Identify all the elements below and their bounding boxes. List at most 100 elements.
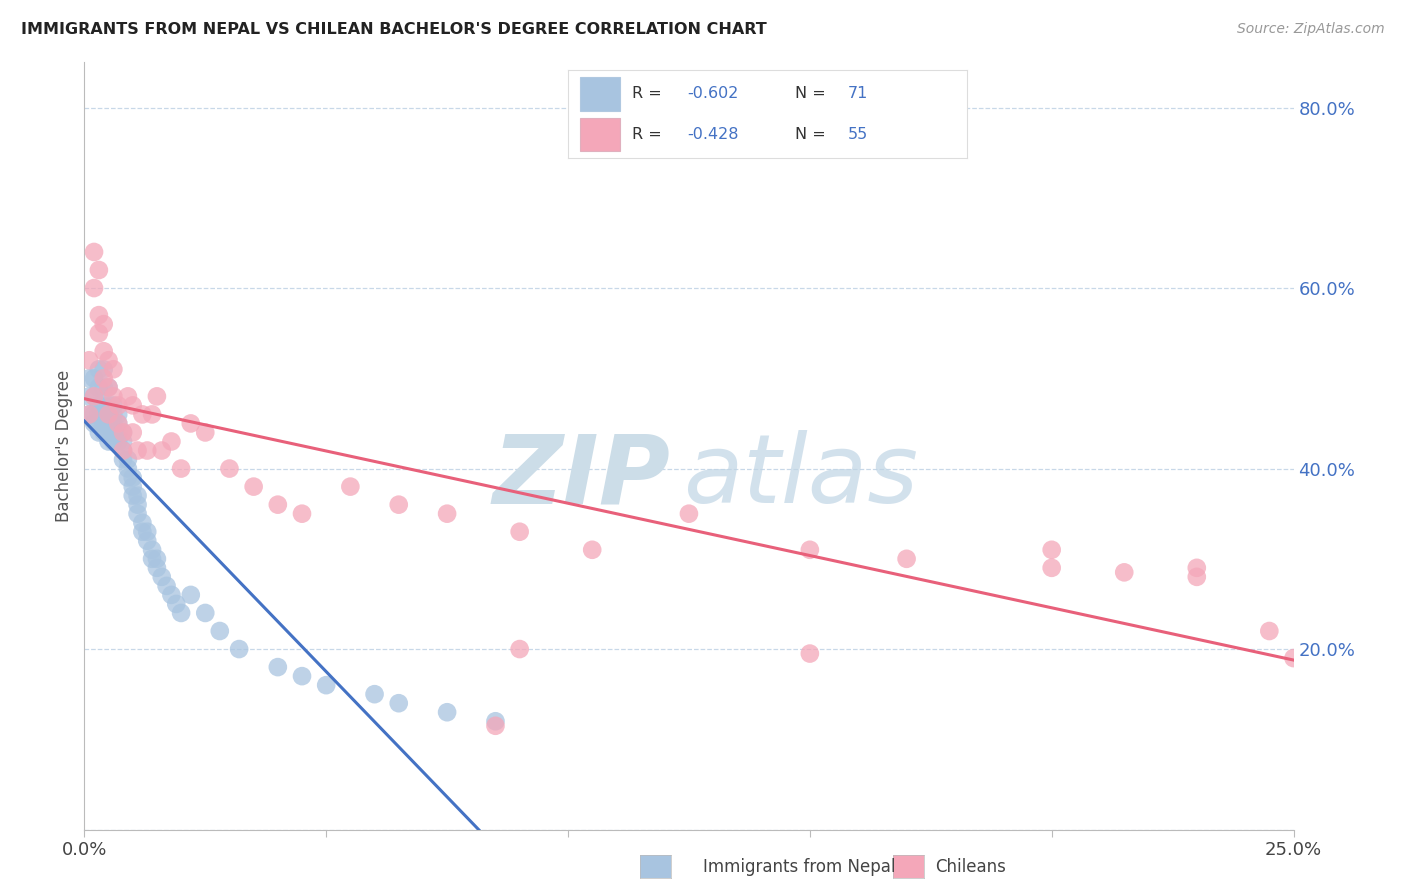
Point: [93, 425, 115, 440]
Point: [83, 389, 105, 403]
Point: [107, 425, 129, 440]
Point: [87, 408, 110, 422]
Point: [112, 443, 135, 458]
Point: [97, 380, 120, 394]
Point: [194, 425, 217, 440]
Point: [87, 308, 110, 322]
Point: [339, 480, 361, 494]
Point: [436, 507, 458, 521]
Point: [103, 425, 125, 440]
Point: [180, 588, 202, 602]
Point: [1185, 570, 1208, 584]
Point: [93, 398, 115, 412]
Y-axis label: Bachelor's Degree: Bachelor's Degree: [55, 370, 73, 522]
Point: [363, 687, 385, 701]
Point: [484, 719, 506, 733]
Point: [131, 524, 153, 539]
Point: [87, 263, 110, 277]
Point: [194, 606, 217, 620]
Point: [77, 353, 100, 368]
Point: [1185, 561, 1208, 575]
Point: [1040, 542, 1063, 557]
Point: [131, 408, 153, 422]
Point: [160, 434, 183, 449]
Point: [103, 389, 125, 403]
Point: [208, 624, 231, 638]
Point: [83, 389, 105, 403]
Point: [127, 443, 149, 458]
Point: [180, 417, 202, 431]
Point: [93, 362, 115, 376]
Point: [97, 425, 120, 440]
Point: [97, 434, 120, 449]
Point: [267, 498, 290, 512]
Point: [160, 588, 183, 602]
Text: IMMIGRANTS FROM NEPAL VS CHILEAN BACHELOR'S DEGREE CORRELATION CHART: IMMIGRANTS FROM NEPAL VS CHILEAN BACHELO…: [21, 22, 766, 37]
Point: [131, 516, 153, 530]
Point: [107, 417, 129, 431]
Point: [228, 642, 250, 657]
Point: [93, 408, 115, 422]
Point: [112, 452, 135, 467]
Point: [117, 389, 139, 403]
Text: Immigrants from Nepal: Immigrants from Nepal: [703, 858, 896, 876]
Point: [107, 417, 129, 431]
Point: [117, 470, 139, 484]
Point: [799, 647, 821, 661]
Point: [87, 326, 110, 341]
Point: [117, 461, 139, 475]
Point: [77, 408, 100, 422]
Point: [87, 398, 110, 412]
Point: [141, 408, 163, 422]
Point: [121, 398, 143, 412]
Point: [93, 417, 115, 431]
Point: [107, 398, 129, 412]
Point: [103, 408, 125, 422]
Point: [170, 606, 193, 620]
Point: [121, 480, 143, 494]
Point: [87, 417, 110, 431]
Point: [93, 317, 115, 331]
Point: [509, 642, 531, 657]
Point: [127, 489, 149, 503]
Point: [267, 660, 290, 674]
Point: [112, 443, 135, 458]
Point: [112, 425, 135, 440]
Point: [136, 443, 159, 458]
Point: [83, 244, 105, 259]
Point: [799, 542, 821, 557]
Point: [117, 452, 139, 467]
Point: [97, 380, 120, 394]
Point: [83, 408, 105, 422]
Point: [97, 408, 120, 422]
Point: [121, 489, 143, 503]
Point: [136, 533, 159, 548]
Point: [87, 425, 110, 440]
Point: [103, 362, 125, 376]
Point: [141, 542, 163, 557]
Point: [97, 398, 120, 412]
Point: [121, 425, 143, 440]
Text: atlas: atlas: [683, 430, 918, 524]
Point: [170, 461, 193, 475]
Point: [436, 705, 458, 719]
Point: [146, 551, 169, 566]
Point: [150, 443, 173, 458]
Point: [896, 551, 918, 566]
Point: [77, 371, 100, 385]
Point: [1040, 561, 1063, 575]
Point: [1114, 566, 1136, 580]
Point: [315, 678, 337, 692]
Point: [93, 344, 115, 359]
Point: [77, 389, 100, 403]
Point: [291, 669, 314, 683]
Point: [127, 498, 149, 512]
Point: [484, 714, 506, 729]
Text: ZIP: ZIP: [494, 430, 671, 524]
Point: [127, 507, 149, 521]
Point: [77, 408, 100, 422]
Point: [165, 597, 187, 611]
Point: [83, 371, 105, 385]
Point: [97, 408, 120, 422]
Text: Chileans: Chileans: [935, 858, 1005, 876]
